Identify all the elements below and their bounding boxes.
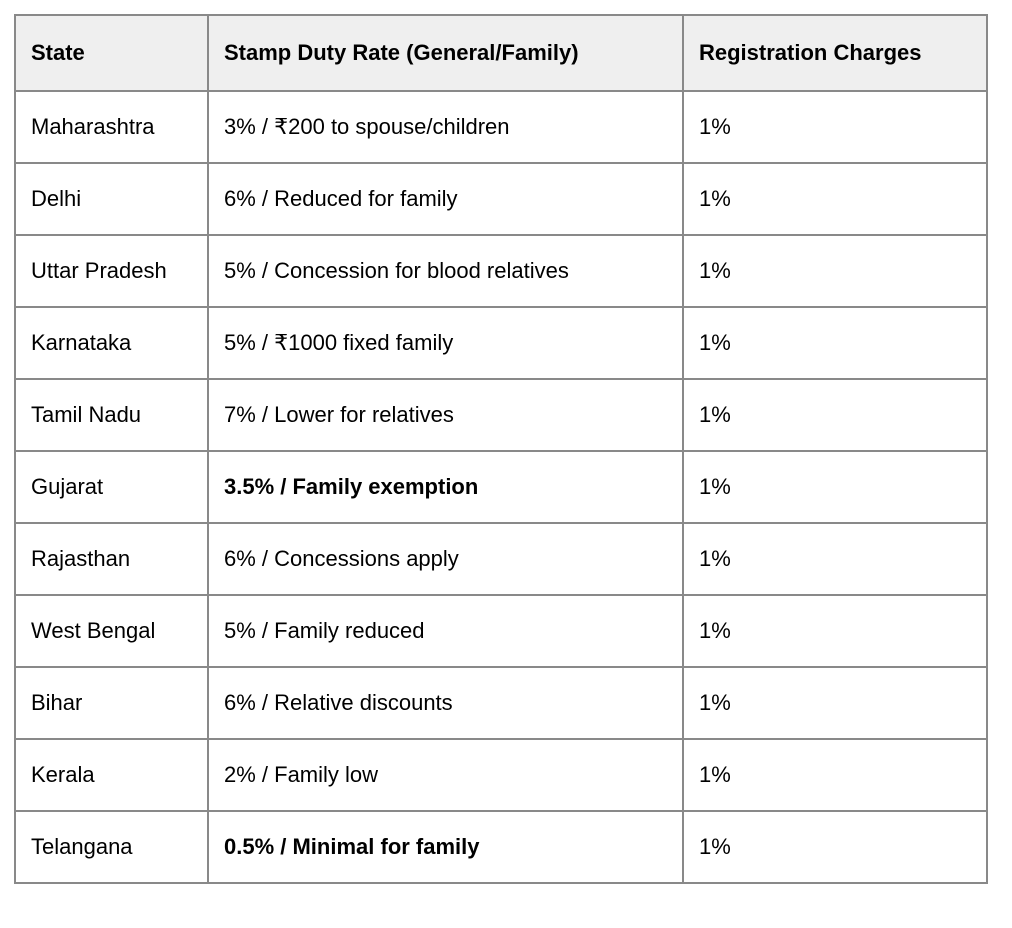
table-body: Maharashtra 3% / ₹200 to spouse/children 1… — [14, 90, 988, 884]
state-cell: Tamil Nadu — [14, 378, 209, 452]
table-row: Delhi 6% / Reduced for family 1% — [14, 162, 988, 236]
state-cell: Delhi — [14, 162, 209, 236]
stamp-duty-rate-cell: 6% / Reduced for family — [207, 162, 684, 236]
state-cell: Uttar Pradesh — [14, 234, 209, 308]
registration-charges-cell: 1% — [682, 594, 988, 668]
registration-charges-cell: 1% — [682, 738, 988, 812]
state-cell: Bihar — [14, 666, 209, 740]
table-row: Gujarat 3.5% / Family exemption 1% — [14, 450, 988, 524]
table-row: Tamil Nadu 7% / Lower for relatives 1% — [14, 378, 988, 452]
table-row: Telangana 0.5% / Minimal for family 1% — [14, 810, 988, 884]
registration-charges-cell: 1% — [682, 810, 988, 884]
registration-charges-cell: 1% — [682, 162, 988, 236]
stamp-duty-rate-cell: 3.5% / Family exemption — [207, 450, 684, 524]
state-cell: Karnataka — [14, 306, 209, 380]
registration-charges-cell: 1% — [682, 378, 988, 452]
table-row: Karnataka 5% / ₹1000 fixed family 1% — [14, 306, 988, 380]
registration-charges-cell: 1% — [682, 450, 988, 524]
stamp-duty-rate-cell: 3% / ₹200 to spouse/children — [207, 90, 684, 164]
stamp-duty-rate-cell: 7% / Lower for relatives — [207, 378, 684, 452]
table-row: Maharashtra 3% / ₹200 to spouse/children 1… — [14, 90, 988, 164]
registration-charges-cell: 1% — [682, 666, 988, 740]
registration-charges-cell: 1% — [682, 234, 988, 308]
table-row: West Bengal 5% / Family reduced 1% — [14, 594, 988, 668]
state-cell: Kerala — [14, 738, 209, 812]
stamp-duty-rate-cell: 5% / Concession for blood relatives — [207, 234, 684, 308]
stamp-duty-table: State Stamp Duty Rate (General/Family) R… — [14, 14, 988, 884]
state-cell: West Bengal — [14, 594, 209, 668]
stamp-duty-rate-cell: 0.5% / Minimal for family — [207, 810, 684, 884]
stamp-duty-rate-cell: 6% / Relative discounts — [207, 666, 684, 740]
stamp-duty-rate-cell: 5% / Family reduced — [207, 594, 684, 668]
registration-charges-cell: 1% — [682, 522, 988, 596]
table-row: Rajasthan 6% / Concessions apply 1% — [14, 522, 988, 596]
registration-charges-cell: 1% — [682, 306, 988, 380]
stamp-duty-rate-cell: 6% / Concessions apply — [207, 522, 684, 596]
stamp-duty-rate-cell: 2% / Family low — [207, 738, 684, 812]
column-header-registration-charges: Registration Charges — [682, 14, 988, 92]
state-cell: Rajasthan — [14, 522, 209, 596]
column-header-state: State — [14, 14, 209, 92]
state-cell: Telangana — [14, 810, 209, 884]
registration-charges-cell: 1% — [682, 90, 988, 164]
state-cell: Maharashtra — [14, 90, 209, 164]
table-header-row: State Stamp Duty Rate (General/Family) R… — [14, 14, 988, 92]
table-row: Kerala 2% / Family low 1% — [14, 738, 988, 812]
table-header: State Stamp Duty Rate (General/Family) R… — [14, 14, 988, 92]
table-row: Bihar 6% / Relative discounts 1% — [14, 666, 988, 740]
stamp-duty-rate-cell: 5% / ₹1000 fixed family — [207, 306, 684, 380]
column-header-stamp-duty-rate: Stamp Duty Rate (General/Family) — [207, 14, 684, 92]
table-row: Uttar Pradesh 5% / Concession for blood r… — [14, 234, 988, 308]
state-cell: Gujarat — [14, 450, 209, 524]
